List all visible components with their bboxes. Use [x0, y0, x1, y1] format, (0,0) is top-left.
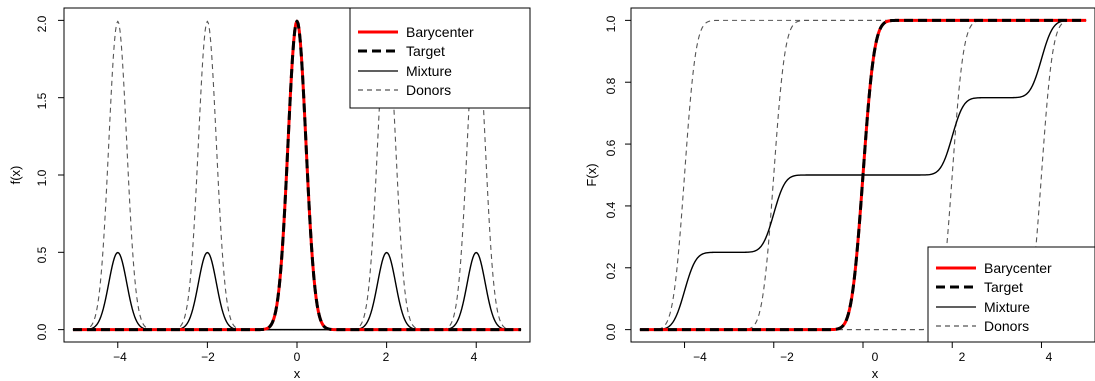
- legend: Barycenter Target Mixture Donors: [927, 246, 1095, 343]
- legend-label-mixture: Mixture: [406, 63, 452, 79]
- y-tick-label: 0.4: [604, 201, 618, 218]
- series-line-target: [72, 19, 522, 332]
- series-lines: [72, 19, 522, 332]
- y-tick-label: 1.0: [35, 169, 49, 186]
- x-axis-label: x: [872, 366, 879, 381]
- y-tick-label: 1.0: [604, 15, 618, 32]
- x-tick-label: 4: [471, 350, 478, 364]
- x-tick-label: 2: [959, 350, 966, 364]
- y-axis-label: F(x): [584, 163, 599, 186]
- x-axis-label: x: [294, 366, 301, 381]
- y-tick-label: 0.0: [35, 323, 49, 340]
- series-line-target: [639, 18, 1087, 332]
- legend-box: [349, 7, 531, 109]
- density-panel: x f(x) −4 −2 0 2 4 0.0 0.5 1.0 1.5 2.0 B…: [8, 7, 531, 381]
- legend: Barycenter Target Mixture Donors: [349, 7, 531, 109]
- legend-label-mixture: Mixture: [984, 299, 1030, 315]
- y-axis-label: f(x): [8, 166, 23, 185]
- y-tick-label: 0.8: [604, 77, 618, 94]
- y-tick-label: 1.5: [35, 92, 49, 109]
- x-tick-label: −2: [201, 350, 215, 364]
- x-tick-label: −2: [780, 350, 794, 364]
- y-tick-label: 0.2: [604, 262, 618, 279]
- y-ticks: 0.0 0.2 0.4 0.6 0.8 1.0: [604, 15, 618, 340]
- x-ticks: −4 −2 0 2 4: [113, 350, 478, 364]
- x-tick-label: 2: [383, 350, 390, 364]
- legend-label-target: Target: [406, 43, 445, 59]
- legend-label-barycenter: Barycenter: [406, 24, 474, 40]
- legend-label-barycenter: Barycenter: [984, 260, 1052, 276]
- y-tick-label: 0.0: [604, 323, 618, 340]
- x-tick-label: −4: [113, 350, 127, 364]
- x-tick-label: −4: [693, 350, 707, 364]
- y-ticks: 0.0 0.5 1.0 1.5 2.0: [35, 15, 49, 340]
- x-tick-label: 0: [872, 350, 879, 364]
- y-tick-label: 2.0: [35, 15, 49, 32]
- series-line-mixture: [72, 251, 522, 331]
- x-tick-label: 0: [294, 350, 301, 364]
- series-lines: [639, 18, 1087, 332]
- y-tick-label: 0.5: [35, 246, 49, 263]
- legend-label-target: Target: [984, 279, 1023, 295]
- x-ticks: −4 −2 0 2 4: [693, 350, 1053, 364]
- legend-label-donors: Donors: [406, 82, 451, 98]
- cdf-panel: x F(x) −4 −2 0 2 4 0.0 0.2 0.4 0.6 0.8 1…: [584, 7, 1095, 381]
- legend-label-donors: Donors: [984, 318, 1029, 334]
- y-tick-label: 0.6: [604, 139, 618, 156]
- x-tick-label: 4: [1046, 350, 1053, 364]
